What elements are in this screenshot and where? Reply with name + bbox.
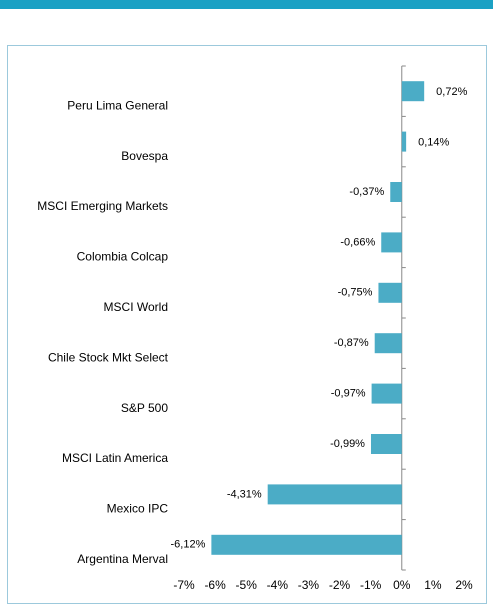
bar xyxy=(371,383,402,404)
y-tick-label: Bovespa xyxy=(121,149,168,163)
bar xyxy=(374,333,402,354)
value-label: 0,14% xyxy=(418,137,449,149)
header-band xyxy=(0,0,493,9)
bar xyxy=(370,434,402,454)
x-tick-label: 0% xyxy=(393,578,411,592)
y-tick-label: S&P 500 xyxy=(121,401,168,415)
x-tick-label: -2% xyxy=(329,578,351,592)
chart-frame xyxy=(7,45,487,604)
value-label: -0,99% xyxy=(330,438,365,450)
value-label: -0,66% xyxy=(340,236,375,248)
bar xyxy=(267,484,402,505)
y-tick-label: Peru Lima General xyxy=(67,98,168,112)
value-label: -0,75% xyxy=(338,287,373,299)
x-tick-label: -1% xyxy=(360,578,382,592)
x-tick-label: -7% xyxy=(173,578,195,592)
value-label: -0,87% xyxy=(334,337,369,349)
value-label: -0,97% xyxy=(331,388,366,400)
bar xyxy=(378,282,402,303)
y-tick-label: MSCI Latin America xyxy=(62,451,168,465)
y-tick-label: Colombia Colcap xyxy=(77,250,169,264)
y-tick-label: MSCI World xyxy=(104,300,168,314)
y-tick-label: Chile Stock Mkt Select xyxy=(48,350,169,364)
bar xyxy=(211,534,402,555)
x-tick-label: -5% xyxy=(236,578,258,592)
x-tick-label: -4% xyxy=(267,578,289,592)
value-label: -0,37% xyxy=(349,186,384,198)
x-tick-label: 1% xyxy=(424,578,442,592)
y-tick-label: Mexico IPC xyxy=(107,502,169,516)
bar xyxy=(381,232,402,253)
value-label: 0,72% xyxy=(436,86,467,98)
x-tick-label: -6% xyxy=(204,578,226,592)
bar xyxy=(401,131,407,152)
bar xyxy=(390,182,402,202)
value-label: -4,31% xyxy=(227,488,262,500)
value-label: -6,12% xyxy=(171,539,206,551)
bar xyxy=(401,81,425,102)
x-tick-label: 2% xyxy=(455,578,473,592)
y-tick-label: MSCI Emerging Markets xyxy=(37,199,168,213)
y-tick-label: Argentina Merval xyxy=(77,552,168,566)
x-tick-label: -3% xyxy=(298,578,320,592)
